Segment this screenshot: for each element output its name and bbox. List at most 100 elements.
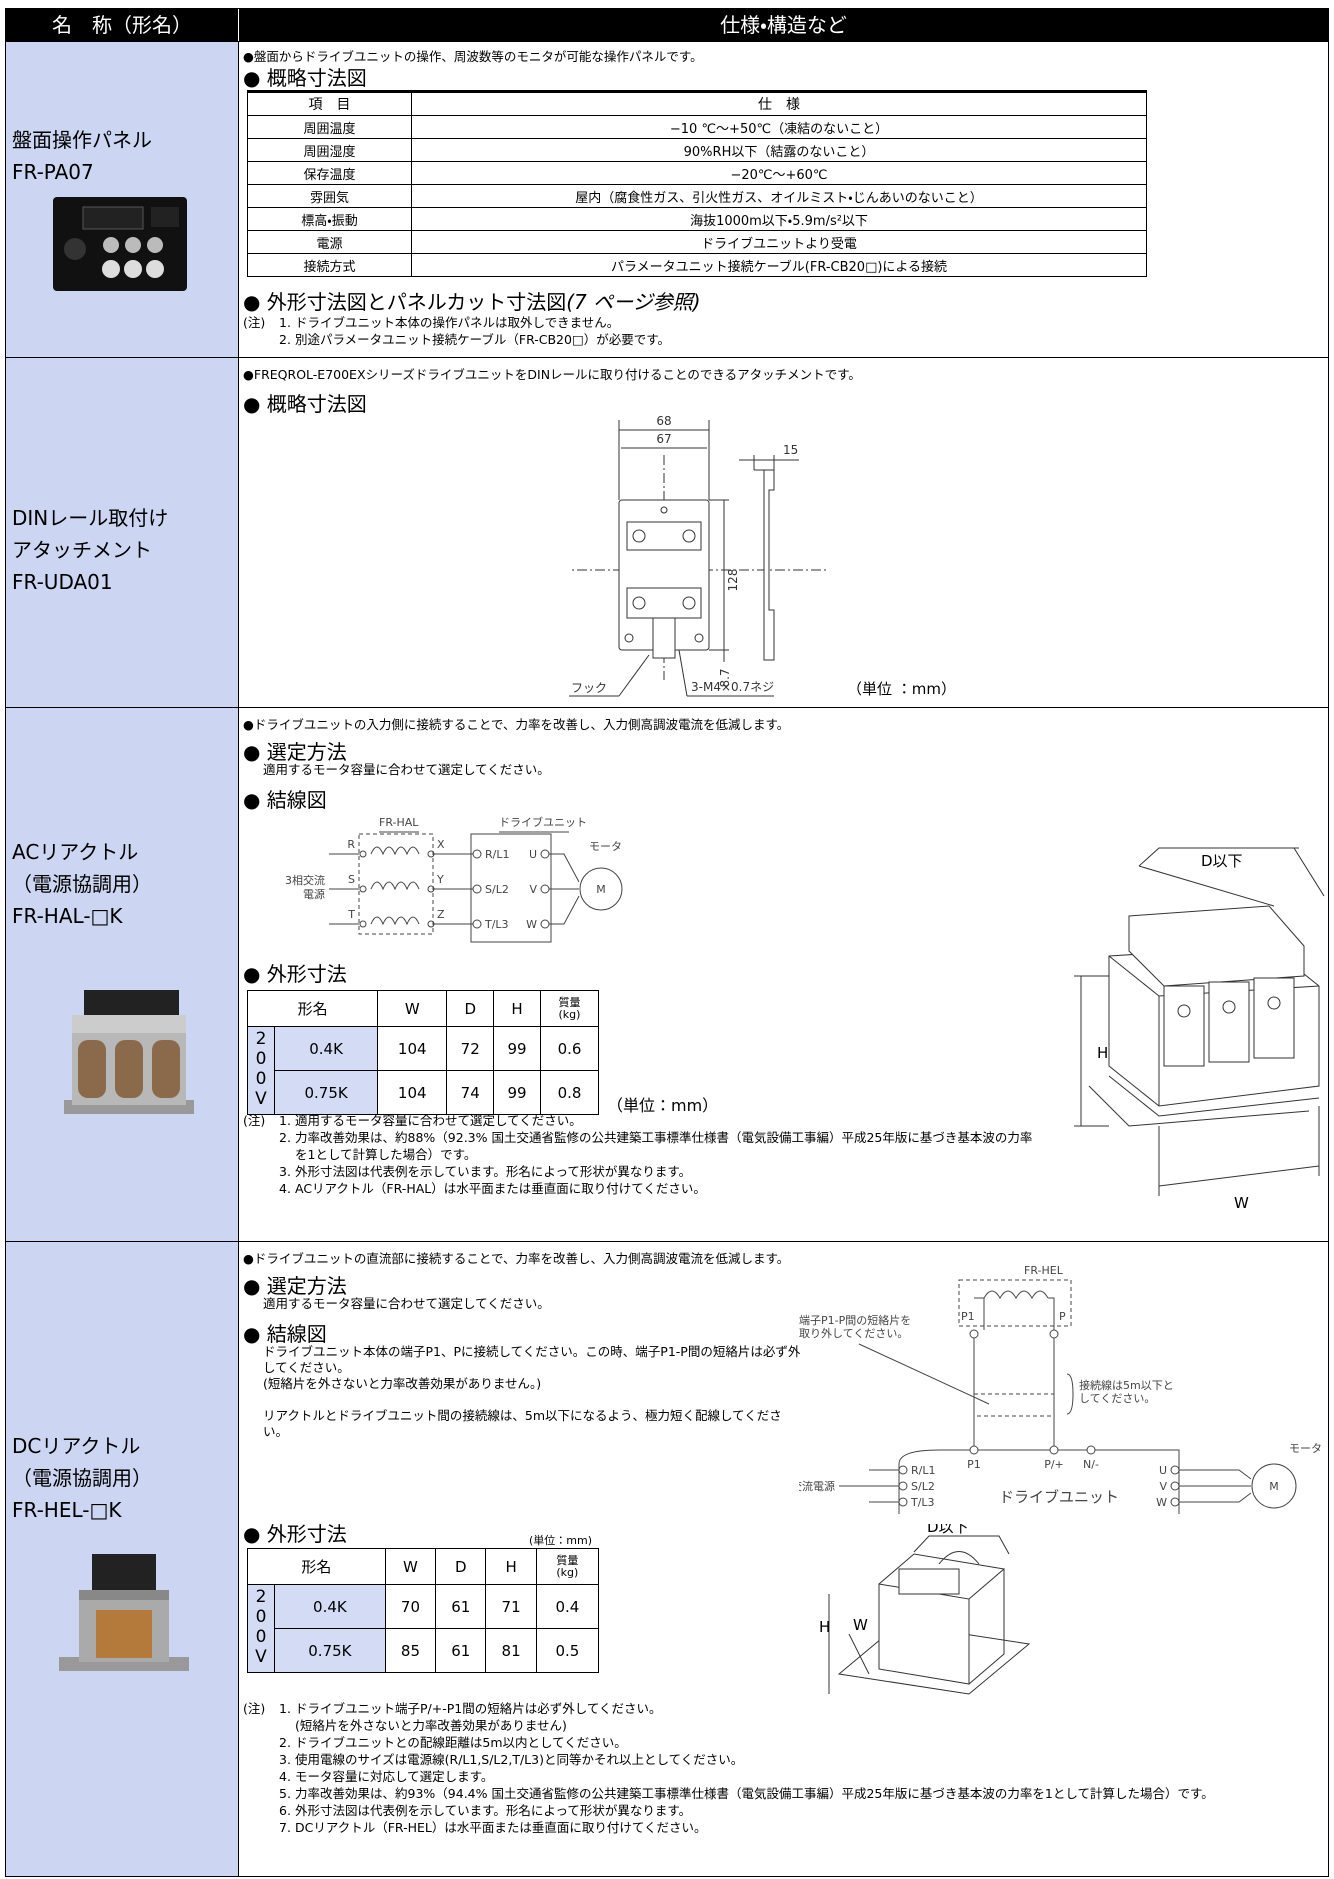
terminal-label: S/L2	[485, 883, 509, 896]
motor-label: モータ	[589, 840, 622, 853]
unit-label: (単位：mm)	[529, 1534, 593, 1547]
drawing-part	[370, 846, 420, 926]
drawing-part	[579, 867, 623, 911]
wiring-label: FR-HAL	[379, 816, 419, 829]
note-number: 5.	[279, 1786, 291, 1801]
section-heading: ● 概略寸法図	[243, 66, 367, 90]
drawing-part	[78, 1040, 106, 1098]
voltage-label: 200V	[251, 1586, 271, 1667]
terminal-label: T	[347, 908, 355, 921]
drawing-part	[1222, 1000, 1236, 1014]
terminal-label: V	[529, 883, 537, 896]
note-number: 2.	[279, 1130, 291, 1145]
dim-label: 67	[656, 432, 671, 446]
drawing-part	[898, 1568, 960, 1595]
note-text: モータ容量に対応して選定します。	[295, 1769, 494, 1784]
terminal-label: T/L3	[484, 918, 509, 931]
dim-value: 81	[485, 1628, 537, 1673]
name-cell: 盤面操作パネル FR-PA07	[6, 42, 239, 357]
drawing-part	[938, 1551, 980, 1565]
spec-row: 接続方式 パラメータユニット接続ケーブル(FR-CB20□)による接続	[247, 253, 1147, 277]
note: (注) 1. 適用するモータ容量に合わせて選定してください。	[243, 1112, 1033, 1129]
drawing-part	[983, 1290, 1049, 1300]
note-text: ドライブユニット本体の操作パネルは取外しできません。	[295, 315, 620, 330]
note-number: 3.	[279, 1752, 291, 1767]
dims-row: 200V 0.4K 104 72 99 0.6	[247, 1026, 600, 1115]
drawing-part	[151, 207, 179, 227]
din-diagram: 68 67 128 8.7 15 フック 3-M4×	[569, 414, 956, 698]
drawing-part	[682, 529, 696, 543]
drawing-part	[1066, 1373, 1074, 1415]
drawing-part	[96, 1610, 152, 1658]
drawing-label: W	[1234, 1194, 1249, 1212]
section-heading: ● 概略寸法図	[243, 392, 367, 416]
note-label: (注)	[243, 1701, 266, 1716]
terminal-label: R/L1	[911, 1464, 935, 1477]
ac-wiring: FR-HAL ドライブユニット R S T X Y Z 3相交流 電源 R/L1…	[285, 815, 623, 943]
note-number: 6.	[279, 1803, 291, 1818]
drawing-label: H	[819, 1618, 830, 1636]
note-number: 1.	[279, 1113, 291, 1128]
dims-table: 形名 W D H 質量 (kg) 200V 0.4K 70 61 71 0.4 0.75K 85 61 81 0…	[247, 1548, 600, 1673]
callout: してください。	[1079, 1392, 1155, 1405]
name-lines: DINレール取付け アタッチメント FR-UDA01	[12, 502, 168, 598]
drawing-part	[1163, 985, 1205, 1067]
note: 2. ドライブユニットとの配線距離は5m以内としてください。	[243, 1734, 1323, 1751]
spec-row: 保存温度 −20℃〜+60℃	[247, 161, 1147, 185]
body-text: リアクトルとドライブユニット間の接続線は、5m以下になるよう、極力短く配線してく…	[263, 1408, 782, 1439]
drawing-label: D以下	[927, 1524, 969, 1536]
dim-label: 15	[783, 443, 798, 457]
body-text: 適用するモータ容量に合わせて選定してください。	[263, 1296, 550, 1311]
note: 4. ACリアクトル（FR-HAL）は水平面または垂直面に取り付けてください。	[243, 1180, 1033, 1197]
terminal-label: W	[526, 918, 537, 931]
spec-value: 90%RH以下（結露のないこと）	[411, 138, 1147, 162]
name-cell: ACリアクトル （電源協調用） FR-HAL-□K	[6, 708, 239, 1241]
terminal-label: P1	[967, 1458, 981, 1471]
dim-value: 0.5	[535, 1628, 600, 1673]
terminal-label: W	[1156, 1496, 1167, 1509]
notes: (注) 1. ドライブユニット端子P/+-P1間の短絡片は必ず外してください。 (短…	[243, 1700, 1323, 1836]
drawing-part	[618, 654, 650, 697]
terminal-label: T/L3	[910, 1496, 935, 1509]
callout: 3-M4×0.7ネジ	[691, 680, 774, 694]
drawing-part	[125, 237, 141, 253]
spec-table: 項 目仕 様周囲温度 −10 ℃〜+50℃（凍結のないこと） 周囲湿度 90%RH以下…	[247, 90, 1147, 277]
drawing-part	[848, 1633, 870, 1675]
drawing-part	[632, 596, 646, 610]
drawing-part	[632, 529, 646, 543]
voltage-label: 200V	[251, 1028, 271, 1109]
note: (注) 1. ドライブユニット端子P/+-P1間の短絡片は必ず外してください。 (短…	[243, 1700, 1323, 1734]
drawing-part	[115, 1040, 143, 1098]
drawing-part	[1253, 977, 1295, 1059]
note: 2. 力率改善効果は、約88%（92.3% 国土交通省監修の公共建築工事標準仕様書…	[243, 1129, 1033, 1163]
terminal-label: P	[1059, 1310, 1066, 1323]
terminal-label: U	[529, 848, 537, 861]
dims-header-cell: W	[384, 1548, 437, 1585]
drawing-part	[102, 260, 120, 278]
body-text: 適用するモータ容量に合わせて選定してください。	[263, 762, 550, 777]
mass-label: 質量	[558, 995, 581, 1009]
drawing-part	[329, 853, 473, 925]
drawing-part	[1179, 1469, 1252, 1503]
terminal-label: S/L2	[911, 1480, 935, 1493]
name-cell: DINレール取付け アタッチメント FR-UDA01	[6, 358, 239, 707]
drawing-part	[626, 587, 702, 619]
name-lines: 盤面操作パネル FR-PA07	[12, 124, 152, 188]
section-heading: ● 外形寸法	[243, 1522, 347, 1546]
note-text: 力率改善効果は、約93%（94.4% 国土交通省監修の公共建築工事標準仕様書（電…	[295, 1786, 1214, 1801]
terminal-label: N/-	[1083, 1458, 1099, 1471]
dims-header-cell: 質量 (kg)	[539, 990, 600, 1027]
voltage-cell: 200V	[247, 1026, 275, 1115]
dc-wiring: FR-HEL P1 P 端子P1-P間の短絡片を 取り外してください。 接続線は…	[799, 1264, 1322, 1514]
dims-header-cell: H	[493, 990, 541, 1027]
drawing-part	[1158, 1165, 1320, 1187]
spec-cell: ●ドライブユニットの入力側に接続することで、力率を改善し、入力側高調波電流を低減…	[239, 708, 1328, 1241]
drawing-part	[1088, 1075, 1320, 1127]
terminal-label: P/+	[1044, 1458, 1064, 1471]
ac-photo	[64, 990, 194, 1114]
terminal-label: Z	[437, 908, 445, 921]
dims-header-cell: 形名	[247, 1548, 386, 1585]
spec-header-cell: 項 目	[247, 90, 412, 116]
header-spec: 仕様・構造など	[720, 13, 847, 37]
